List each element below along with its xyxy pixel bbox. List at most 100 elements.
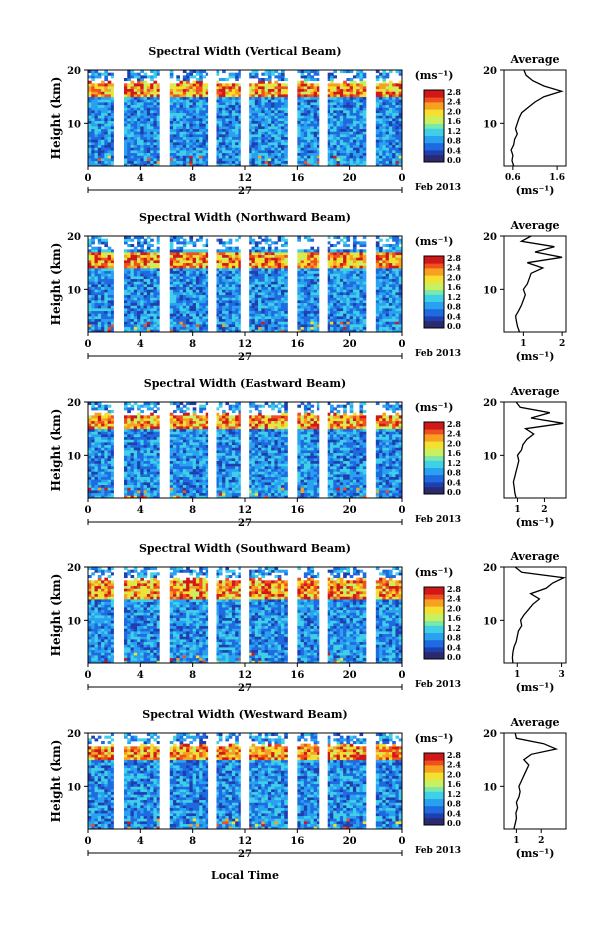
heatmap-cell xyxy=(180,142,184,145)
heatmap-cell xyxy=(307,327,311,330)
heatmap-cell xyxy=(281,97,285,100)
heatmap-cell xyxy=(108,123,112,126)
heatmap-cell xyxy=(193,316,197,319)
heatmap-cell xyxy=(314,292,318,295)
heatmap-cell xyxy=(343,276,347,279)
heatmap-cell xyxy=(127,255,131,258)
heatmap-cell xyxy=(193,102,197,105)
heatmap-cell xyxy=(386,102,390,105)
heatmap-cell xyxy=(268,279,272,282)
heatmap-cell xyxy=(255,83,259,86)
heatmap-cell xyxy=(131,300,135,303)
heatmap-cell xyxy=(95,153,99,156)
heatmap-cell xyxy=(265,150,269,153)
heatmap-cell xyxy=(225,126,229,129)
heatmap-cell xyxy=(222,105,226,108)
heatmap-cell xyxy=(137,305,141,308)
heatmap-cell xyxy=(333,305,337,308)
heatmap-cell xyxy=(274,121,278,124)
heatmap-cell xyxy=(95,265,99,268)
heatmap-cell xyxy=(284,94,288,97)
heatmap-cell xyxy=(314,263,318,266)
heatmap-cell xyxy=(363,107,367,110)
heatmap-cell xyxy=(222,99,226,102)
heatmap-cell xyxy=(274,81,278,84)
heatmap-cell xyxy=(252,289,256,292)
heatmap-cell xyxy=(153,137,157,140)
heatmap-cell xyxy=(350,252,354,255)
heatmap-cell xyxy=(350,102,354,105)
heatmap-cell xyxy=(229,75,233,78)
heatmap-cell xyxy=(252,89,256,92)
heatmap-cell xyxy=(265,105,269,108)
heatmap-cell xyxy=(108,271,112,274)
heatmap-cell xyxy=(229,99,233,102)
heatmap-cell xyxy=(134,305,138,308)
heatmap-cell xyxy=(340,155,344,158)
heatmap-cell xyxy=(147,97,151,100)
heatmap-cell xyxy=(340,313,344,316)
heatmap-cell xyxy=(304,131,308,134)
heatmap-cell xyxy=(353,150,357,153)
heatmap-cell xyxy=(310,308,314,311)
heatmap-cell xyxy=(202,292,206,295)
heatmap-cell xyxy=(379,89,383,92)
heatmap-cell xyxy=(98,89,102,92)
heatmap-cell xyxy=(124,99,128,102)
heatmap-cell xyxy=(304,134,308,137)
heatmap-cell xyxy=(235,75,239,78)
heatmap-cell xyxy=(340,97,344,100)
heatmap-cell xyxy=(91,271,95,274)
heatmap-cell xyxy=(252,73,256,76)
heatmap-cell xyxy=(252,83,256,86)
heatmap-cell xyxy=(137,83,141,86)
heatmap-cell xyxy=(134,255,138,258)
heatmap-cell xyxy=(281,276,285,279)
heatmap-cell xyxy=(170,86,174,89)
heatmap-cell xyxy=(124,271,128,274)
heatmap-cell xyxy=(271,161,275,164)
heatmap-cell xyxy=(183,255,187,258)
heatmap-cell xyxy=(268,73,272,76)
heatmap-cell xyxy=(330,305,334,308)
heatmap-cell xyxy=(127,123,131,126)
heatmap-cell xyxy=(350,249,354,252)
x-tick-label: 12 xyxy=(238,173,252,184)
heatmap-cell xyxy=(359,313,363,316)
heatmap-cell xyxy=(330,281,334,284)
heatmap-cell xyxy=(337,295,341,298)
heatmap-cell xyxy=(91,324,95,327)
heatmap-cell xyxy=(176,115,180,118)
heatmap-cell xyxy=(144,145,148,148)
heatmap-cell xyxy=(170,265,174,268)
heatmap-cell xyxy=(196,73,200,76)
heatmap-cell xyxy=(170,311,174,314)
heatmap-cell xyxy=(255,158,259,161)
heatmap-cell xyxy=(134,115,138,118)
heatmap-cell xyxy=(222,78,226,81)
heatmap-cell xyxy=(219,255,223,258)
heatmap-cell xyxy=(278,145,282,148)
heatmap-cell xyxy=(330,137,334,140)
heatmap-cell xyxy=(356,279,360,282)
colorbar-swatch xyxy=(424,107,444,110)
heatmap-cell xyxy=(337,255,341,258)
heatmap-cell xyxy=(140,295,144,298)
heatmap-cell xyxy=(170,131,174,134)
heatmap-cell xyxy=(229,287,233,290)
heatmap-cell xyxy=(265,281,269,284)
heatmap-cell xyxy=(108,153,112,156)
heatmap-cell xyxy=(180,263,184,266)
heatmap-cell xyxy=(278,115,282,118)
heatmap-cell xyxy=(91,113,95,116)
heatmap-cell xyxy=(131,145,135,148)
heatmap-cell xyxy=(297,255,301,258)
heatmap-cell xyxy=(199,303,203,306)
heatmap-cell xyxy=(232,292,236,295)
heatmap-cell xyxy=(147,289,151,292)
heatmap-cell xyxy=(199,153,203,156)
heatmap-cell xyxy=(91,89,95,92)
heatmap-cell xyxy=(150,153,154,156)
heatmap-cell xyxy=(91,94,95,97)
heatmap-cell xyxy=(98,241,102,244)
